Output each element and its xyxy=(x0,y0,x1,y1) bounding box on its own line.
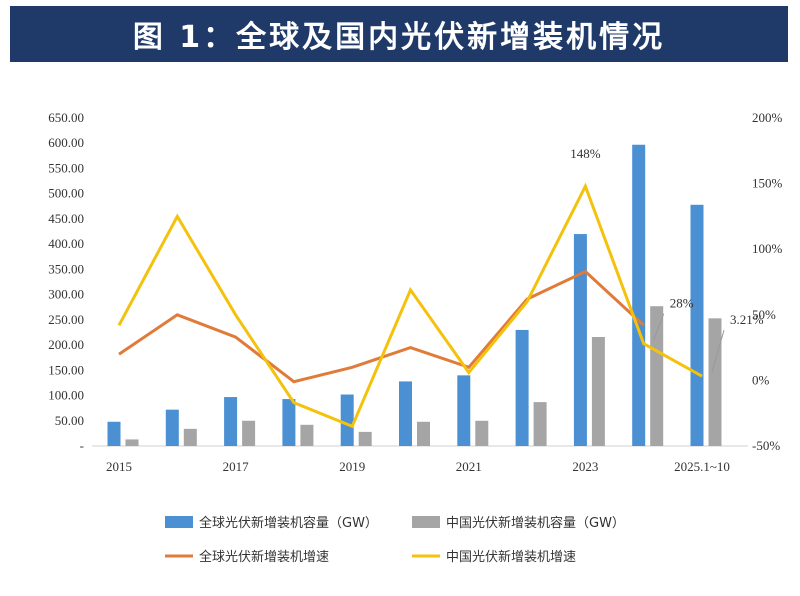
data-label: 148% xyxy=(570,146,601,161)
bar xyxy=(417,421,430,446)
y-right-tick-label: 100% xyxy=(752,241,783,256)
legend-label: 全球光伏新增装机增速 xyxy=(199,549,329,565)
y-left-tick-label: 500.00 xyxy=(48,186,84,201)
bar xyxy=(591,337,605,446)
series-line xyxy=(117,182,703,429)
x-tick-label: 2025.1~10 xyxy=(674,459,730,474)
y-left-tick-label: 150.00 xyxy=(48,362,84,377)
y-left-tick-label: 600.00 xyxy=(48,135,84,150)
y-right-tick-label: -50% xyxy=(752,438,780,453)
legend-label: 中国光伏新增装机容量（GW） xyxy=(446,515,625,531)
bar xyxy=(650,306,664,446)
series-line xyxy=(118,269,645,384)
bar xyxy=(282,399,296,446)
x-tick-label: 2019 xyxy=(339,459,365,474)
y-left-tick-label: 200.00 xyxy=(48,337,84,352)
y-left-tick-label: 400.00 xyxy=(48,236,84,251)
y-right-tick-label: 150% xyxy=(752,176,783,191)
legend-label: 中国光伏新增装机增速 xyxy=(446,549,576,565)
annotation-leader xyxy=(653,313,665,340)
bar xyxy=(573,234,587,446)
data-label: 28% xyxy=(670,296,694,311)
annotation-leader xyxy=(711,330,725,373)
bar xyxy=(224,397,238,446)
x-tick-label: 2015 xyxy=(106,459,132,474)
bar xyxy=(242,420,256,446)
bar xyxy=(183,428,197,446)
y-left-tick-label: 100.00 xyxy=(48,388,84,403)
bar xyxy=(457,375,471,446)
y-left-tick-label: 350.00 xyxy=(48,261,84,276)
bar xyxy=(125,439,139,446)
x-tick-label: 2023 xyxy=(572,459,598,474)
bar xyxy=(708,318,722,446)
bar xyxy=(533,402,547,446)
bar xyxy=(690,204,704,446)
bar xyxy=(300,424,314,446)
y-left-tick-label: 250.00 xyxy=(48,312,84,327)
x-tick-label: 2017 xyxy=(223,459,250,474)
bar xyxy=(515,329,529,446)
bar xyxy=(107,421,121,446)
y-left-tick-label: 450.00 xyxy=(48,211,84,226)
bar xyxy=(399,381,412,446)
bar xyxy=(165,409,179,446)
legend-swatch xyxy=(412,516,440,528)
y-left-tick-label: 50.00 xyxy=(55,413,84,428)
chart-title: 图 1：全球及国内光伏新增装机情况 xyxy=(132,20,666,55)
data-label: 3.21% xyxy=(730,312,764,327)
y-left-tick-label: - xyxy=(80,438,84,453)
x-tick-label: 2021 xyxy=(456,459,482,474)
y-left-tick-label: 650.00 xyxy=(48,110,84,125)
y-right-tick-label: 0% xyxy=(752,372,770,387)
bar xyxy=(358,431,372,446)
y-left-tick-label: 300.00 xyxy=(48,287,84,302)
title-bar: 图 1：全球及国内光伏新增装机情况 xyxy=(10,6,788,62)
bar xyxy=(475,420,489,446)
bar xyxy=(340,394,354,446)
y-left-tick-label: 550.00 xyxy=(48,160,84,175)
legend-label: 全球光伏新增装机容量（GW） xyxy=(199,515,378,531)
y-right-tick-label: 50% xyxy=(752,307,776,322)
bar xyxy=(632,144,646,446)
y-right-tick-label: 200% xyxy=(752,110,783,125)
legend-swatch xyxy=(165,516,193,528)
